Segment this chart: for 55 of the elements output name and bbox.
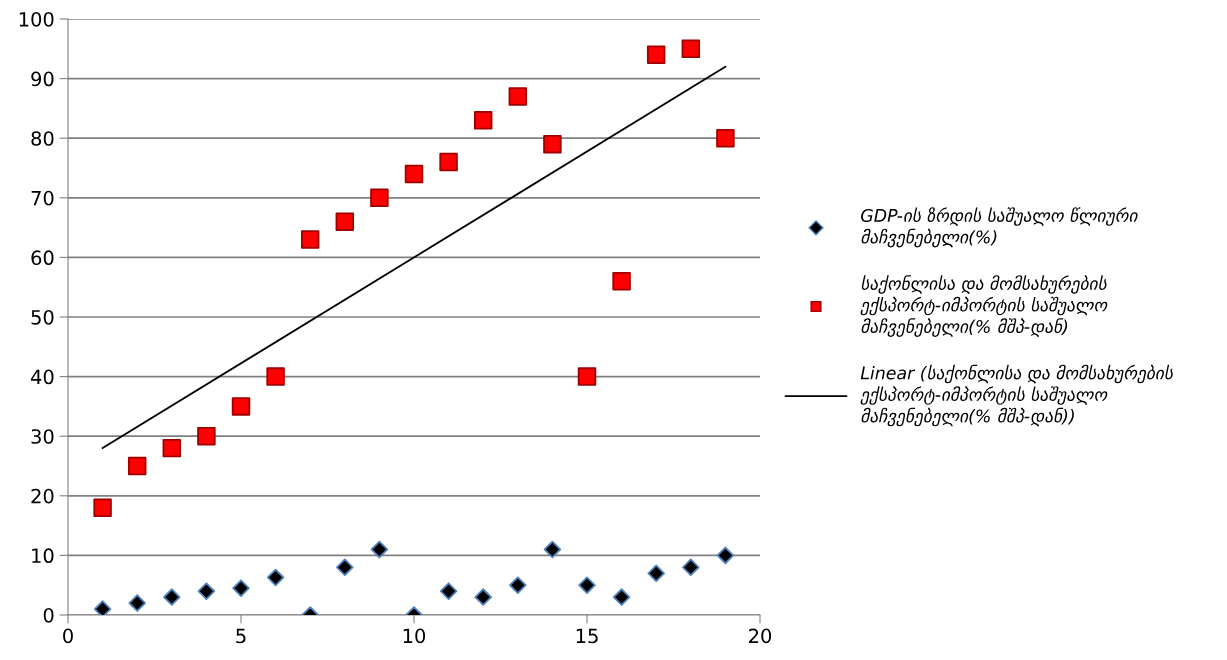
point (336, 558, 354, 577)
point (300, 230, 320, 249)
point (163, 588, 181, 606)
y-tick-label: 10 (32, 548, 54, 564)
y-tick-label: 90 (31, 71, 54, 87)
point (473, 111, 493, 130)
y-tick-label: 50 (31, 309, 54, 325)
point (197, 426, 216, 446)
point (716, 546, 735, 565)
point (93, 600, 112, 615)
legend-label: საქონლისა და მომსახურების ექსპორტ-იმპორტის საშუალო მაჩვენებელი(% მშპ-დან) (860, 275, 1108, 337)
point (128, 594, 146, 612)
point (578, 576, 596, 594)
point (404, 164, 424, 184)
y-tick-label: 20 (31, 488, 54, 504)
point (335, 212, 355, 231)
point (681, 39, 701, 59)
point (508, 87, 528, 106)
point (370, 188, 389, 208)
y-tick-label: 100 (19, 11, 54, 27)
point (646, 45, 666, 64)
point (612, 588, 631, 606)
point (439, 152, 458, 172)
legend-label: Linear (საქონლისა და მომსახურების ექსპორტ-იმპორტის საშუალო მაჩვენებელი(% მშპ-დან)) (860, 364, 1173, 427)
point (197, 582, 216, 600)
point (543, 540, 562, 559)
x-tick-label: 10 (403, 628, 426, 644)
point (612, 272, 631, 291)
x-tick-label: 0 (63, 628, 73, 644)
x-tick-label: 20 (749, 628, 772, 644)
x-tick-label: 15 (576, 628, 598, 644)
point (162, 438, 182, 458)
y-tick-label: 80 (31, 131, 54, 146)
point (127, 456, 147, 476)
point (577, 367, 597, 386)
point (266, 568, 285, 587)
y-tick-label: 40 (31, 369, 54, 385)
point (682, 558, 700, 577)
y-tick-label: 70 (31, 190, 54, 206)
legend-label: GDP-ის ზრდის საშუალო წლიური მაჩვენებელი(%) (861, 207, 1138, 248)
point (474, 588, 492, 606)
point (232, 579, 250, 597)
point (716, 128, 735, 148)
point (543, 134, 562, 154)
x-tick-label: 5 (236, 628, 246, 644)
point (370, 540, 389, 559)
point (647, 564, 665, 583)
y-tick-label: 60 (31, 250, 54, 266)
point (266, 367, 285, 386)
y-tick-label: 0 (43, 607, 54, 623)
point (439, 582, 458, 600)
point (231, 397, 251, 416)
point (509, 576, 527, 594)
point (93, 498, 112, 517)
y-tick-label: 30 (31, 429, 54, 444)
